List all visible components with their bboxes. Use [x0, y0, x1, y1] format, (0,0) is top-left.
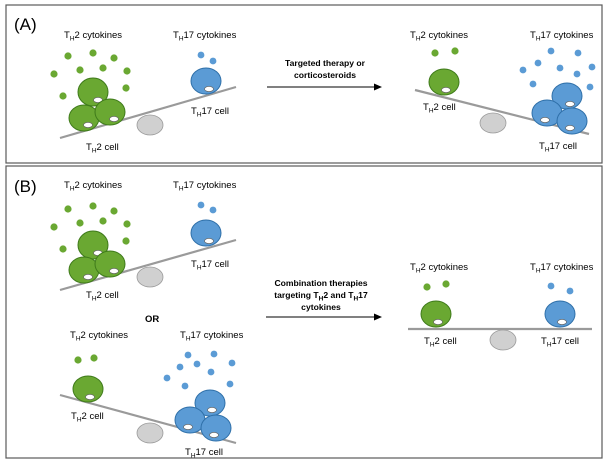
arrow-text-line-1: Combination therapies: [274, 278, 367, 288]
th17-cells: [174, 389, 232, 442]
th17-cell-label: TH17 cell: [541, 336, 579, 349]
panel-b-arrow: Combination therapies targeting TH2 and …: [266, 278, 382, 321]
th17-cytokines-label: TH17 cytokines: [530, 262, 594, 275]
th17-cytokine-dots: [547, 282, 574, 295]
th17-cytokines-label: TH17 cytokines: [173, 30, 237, 43]
th2-cytokine-dots: [431, 47, 459, 57]
th17-cell-label: TH17 cell: [539, 141, 577, 154]
th2-cells: [68, 230, 126, 284]
panel-b-label: (B): [14, 177, 37, 196]
th2-cell: [428, 68, 460, 96]
or-label: OR: [145, 314, 159, 325]
th17-cytokines-label: TH17 cytokines: [530, 30, 594, 43]
arrow-text-line-1: Targeted therapy or: [285, 58, 366, 68]
th17-cytokines-label: TH17 cytokines: [173, 180, 237, 193]
th2-cell-label: TH2 cell: [423, 102, 456, 115]
th17-cytokine-dots: [197, 51, 217, 65]
th17-cytokines-label: TH17 cytokines: [180, 330, 244, 343]
panel-b-border: [5, 165, 603, 459]
seesaw-fulcrum: [136, 266, 164, 288]
th2-cell-label: TH2 cell: [71, 411, 104, 424]
arrow-text-line-2: corticosteroids: [294, 70, 356, 80]
th17-cytokine-dots: [197, 201, 217, 214]
th17-cell-label: TH17 cell: [191, 106, 229, 119]
th17-cytokine-dots: [163, 350, 236, 390]
panel-b-bottom-seesaw: TH2 cytokines TH17 cytokines TH2 cell TH…: [59, 330, 244, 460]
th2-cytokine-dots: [50, 49, 131, 100]
th17-cell-label: TH17 cell: [191, 259, 229, 272]
th17-cell-label: TH17 cell: [185, 447, 223, 460]
th17-cell: [190, 67, 222, 95]
th2-cytokine-dots: [423, 280, 450, 291]
th2-cytokines-label: TH2 cytokines: [64, 30, 122, 43]
panel-a-label: (A): [14, 15, 37, 34]
th2-cytokines-label: TH2 cytokines: [410, 30, 468, 43]
th2-cell: [72, 375, 104, 403]
th2-cytokines-label: TH2 cytokines: [70, 330, 128, 343]
panel-b-top-seesaw: TH2 cytokines TH17 cytokines TH2 cell TH…: [50, 180, 237, 303]
th17-cytokine-dots: [519, 47, 596, 91]
th2-cell-label: TH2 cell: [86, 290, 119, 303]
seesaw-fulcrum: [136, 114, 164, 136]
arrow-text-line-2: targeting TH2 and TH17: [274, 290, 368, 303]
seesaw-fulcrum: [489, 329, 517, 351]
th2-cell-label: TH2 cell: [86, 142, 119, 155]
seesaw-fulcrum: [136, 422, 164, 444]
th17-cell: [544, 300, 576, 328]
th2-cells: [68, 77, 126, 132]
panel-a-left-seesaw: TH2 cytokines TH17 cytokines TH2 cell: [50, 30, 237, 155]
th2-cytokine-dots: [74, 354, 98, 364]
th2-cytokine-dots: [50, 202, 131, 253]
th2-cytokines-label: TH2 cytokines: [64, 180, 122, 193]
th2-cell-label: TH2 cell: [424, 336, 457, 349]
panel-a-right-seesaw: TH2 cytokines TH17 cytokines TH2 cell TH…: [410, 30, 596, 154]
th17-cells: [531, 82, 588, 135]
panel-b-right-seesaw: TH2 cytokines TH17 cytokines TH2 cell TH…: [408, 262, 594, 351]
th2-cell: [420, 300, 452, 328]
arrow-text-line-3: cytokines: [301, 302, 341, 312]
seesaw-fulcrum: [479, 112, 507, 134]
panel-a-arrow: Targeted therapy or corticosteroids: [267, 58, 382, 91]
th2-cytokines-label: TH2 cytokines: [410, 262, 468, 275]
th17-cell: [190, 219, 222, 247]
panel-a-border: [5, 4, 603, 164]
